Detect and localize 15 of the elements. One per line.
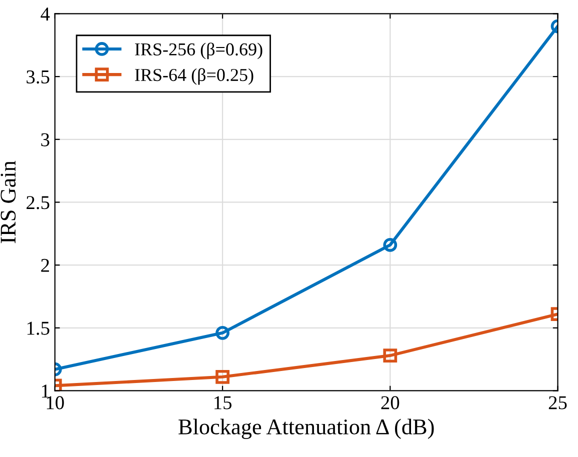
- legend-label: IRS-64 (β=0.25): [135, 68, 254, 85]
- legend-label: IRS-256 (β=0.69): [135, 42, 262, 60]
- y-tick-label: 2: [41, 258, 49, 272]
- y-tick-label: 3.5: [26, 70, 50, 84]
- x-tick-label: 15: [214, 396, 232, 410]
- y-tick-label: 1.5: [27, 322, 50, 335]
- x-tick-label: 25: [548, 396, 567, 410]
- x-axis-title: Blockage Attenuation Δ (dB): [178, 418, 434, 439]
- x-tick-label: 10: [46, 396, 64, 410]
- y-tick-label: 3: [41, 133, 50, 146]
- x-tick-label: 20: [381, 396, 400, 410]
- y-tick-label: 4: [40, 8, 50, 20]
- y-tick-label: 1: [42, 384, 49, 398]
- y-tick-label: 2.5: [26, 196, 50, 210]
- y-axis-title: IRS Gain: [0, 160, 16, 244]
